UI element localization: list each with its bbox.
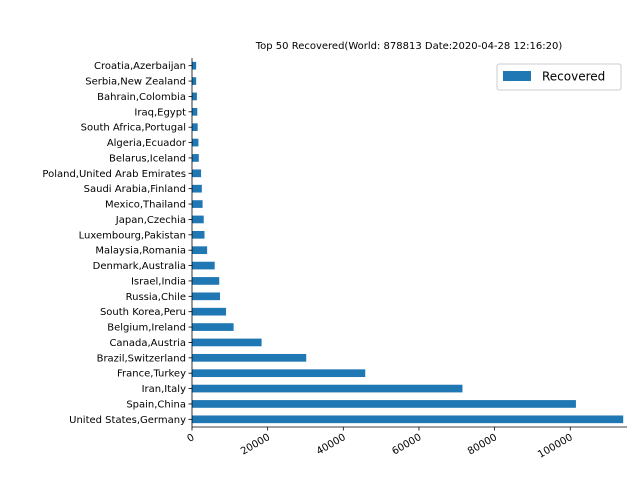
bar bbox=[192, 307, 227, 316]
y-tick-label: Croatia,Azerbaijan bbox=[94, 61, 186, 72]
y-tick-label: Luxembourg,Pakistan bbox=[79, 230, 186, 241]
x-tick-label: 100000 bbox=[536, 432, 575, 461]
legend: Recovered bbox=[496, 63, 622, 91]
y-tick-label: France,Turkey bbox=[117, 369, 186, 380]
y-tick-label: Saudi Arabia,Finland bbox=[84, 184, 186, 195]
y-tick-label: Spain,China bbox=[126, 399, 186, 410]
y-tick-label: Belgium,Ireland bbox=[107, 323, 186, 334]
bar bbox=[192, 415, 624, 424]
bar bbox=[192, 400, 576, 408]
bar bbox=[192, 138, 199, 147]
bar bbox=[192, 154, 199, 162]
y-tick-label: Algeria,Ecuador bbox=[107, 138, 187, 149]
bar bbox=[192, 61, 197, 70]
bar bbox=[192, 277, 220, 285]
x-tick-label: 80000 bbox=[466, 432, 499, 457]
y-tick-label: Denmark,Australia bbox=[93, 261, 186, 272]
x-tick-label: 40000 bbox=[315, 432, 348, 457]
y-tick-label: Russia,Chile bbox=[126, 292, 186, 303]
y-tick-label: United States,Germany bbox=[69, 415, 186, 426]
chart-title: Top 50 Recovered(World: 878813 Date:2020… bbox=[255, 41, 563, 52]
bar bbox=[192, 230, 205, 239]
bar bbox=[192, 261, 215, 270]
y-tick-label: South Africa,Portugal bbox=[81, 123, 186, 134]
x-tick-label: 0 bbox=[185, 432, 196, 445]
bar bbox=[192, 107, 198, 116]
bar bbox=[192, 77, 197, 85]
y-tick-label: Israel,India bbox=[131, 276, 186, 287]
x-axis-ticks: 0 20000 40000 60000 80000 100000 bbox=[185, 427, 575, 461]
y-tick-label: Poland,United Arab Emirates bbox=[42, 169, 186, 180]
y-tick-label: Iraq,Egypt bbox=[134, 107, 186, 118]
bar bbox=[192, 92, 197, 101]
y-tick-label: Canada,Austria bbox=[109, 338, 186, 349]
bar bbox=[192, 292, 220, 301]
bar bbox=[192, 323, 234, 331]
y-tick-label: Malaysia,Romania bbox=[95, 246, 186, 257]
y-tick-label: Iran,Italy bbox=[142, 384, 186, 395]
legend-frame bbox=[496, 63, 622, 91]
bar bbox=[192, 200, 203, 208]
y-tick-label: Japan,Czechia bbox=[115, 215, 186, 226]
bar bbox=[192, 169, 202, 178]
y-axis-ticks: United States,Germany Spain,China Iran,Ita… bbox=[42, 61, 192, 426]
bar bbox=[192, 338, 262, 347]
x-tick-label: 60000 bbox=[390, 432, 423, 457]
y-tick-label: Bahrain,Colombia bbox=[97, 92, 186, 103]
legend-label: Recovered bbox=[542, 70, 605, 84]
bars-group bbox=[192, 61, 624, 424]
bar bbox=[192, 123, 198, 132]
y-tick-label: Brazil,Switzerland bbox=[97, 353, 186, 364]
y-tick-label: Serbia,New Zealand bbox=[85, 77, 186, 88]
bar bbox=[192, 246, 208, 255]
y-tick-label: Mexico,Thailand bbox=[105, 200, 186, 211]
bar bbox=[192, 353, 307, 362]
bar bbox=[192, 369, 366, 378]
bar bbox=[192, 184, 202, 193]
y-tick-label: South Korea,Peru bbox=[100, 307, 186, 318]
legend-swatch bbox=[503, 71, 531, 81]
bar bbox=[192, 215, 204, 224]
x-tick-label: 20000 bbox=[239, 432, 272, 457]
bar bbox=[192, 384, 463, 393]
y-tick-label: Belarus,Iceland bbox=[109, 153, 186, 164]
